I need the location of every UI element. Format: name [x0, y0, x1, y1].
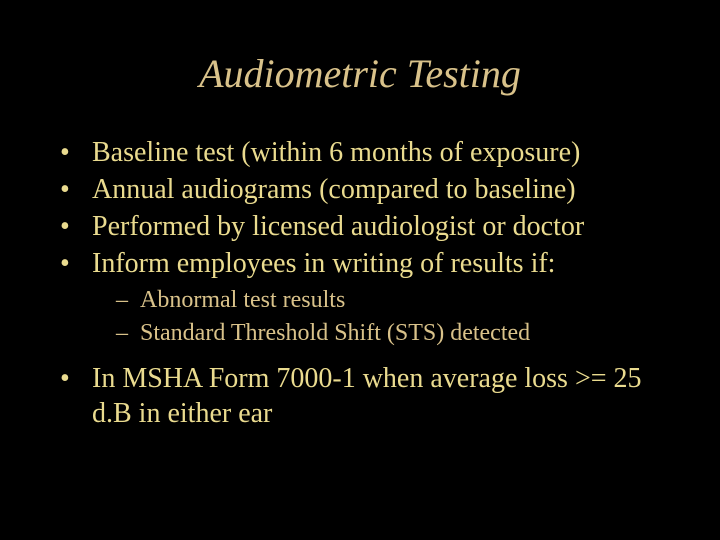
sub-bullet-text: Abnormal test results: [140, 287, 345, 313]
slide-title: Audiometric Testing: [50, 50, 670, 97]
bullet-item: Baseline test (within 6 months of exposu…: [60, 135, 670, 170]
bullet-item: Annual audiograms (compared to baseline): [60, 172, 670, 207]
bullet-item: Performed by licensed audiologist or doc…: [60, 209, 670, 244]
sub-bullet-text: Standard Threshold Shift (STS) detected: [140, 320, 530, 346]
sub-bullet-item: Abnormal test results: [116, 285, 670, 316]
bullet-text: Annual audiograms (compared to baseline): [92, 174, 576, 205]
bullet-text: Baseline test (within 6 months of exposu…: [92, 137, 580, 168]
bullet-list: Baseline test (within 6 months of exposu…: [60, 135, 670, 349]
bullet-text: Performed by licensed audiologist or doc…: [92, 211, 584, 242]
bullet-item: Inform employees in writing of results i…: [60, 246, 670, 349]
spacer: [50, 353, 670, 361]
bullet-item: In MSHA Form 7000-1 when average loss >=…: [60, 361, 670, 431]
sub-bullet-list: Abnormal test results Standard Threshold…: [116, 285, 670, 349]
sub-bullet-item: Standard Threshold Shift (STS) detected: [116, 318, 670, 349]
bullet-text: Inform employees in writing of results i…: [92, 248, 555, 279]
bullet-list-continued: In MSHA Form 7000-1 when average loss >=…: [60, 361, 670, 431]
bullet-text: In MSHA Form 7000-1 when average loss >=…: [92, 363, 642, 429]
slide: Audiometric Testing Baseline test (withi…: [0, 0, 720, 540]
